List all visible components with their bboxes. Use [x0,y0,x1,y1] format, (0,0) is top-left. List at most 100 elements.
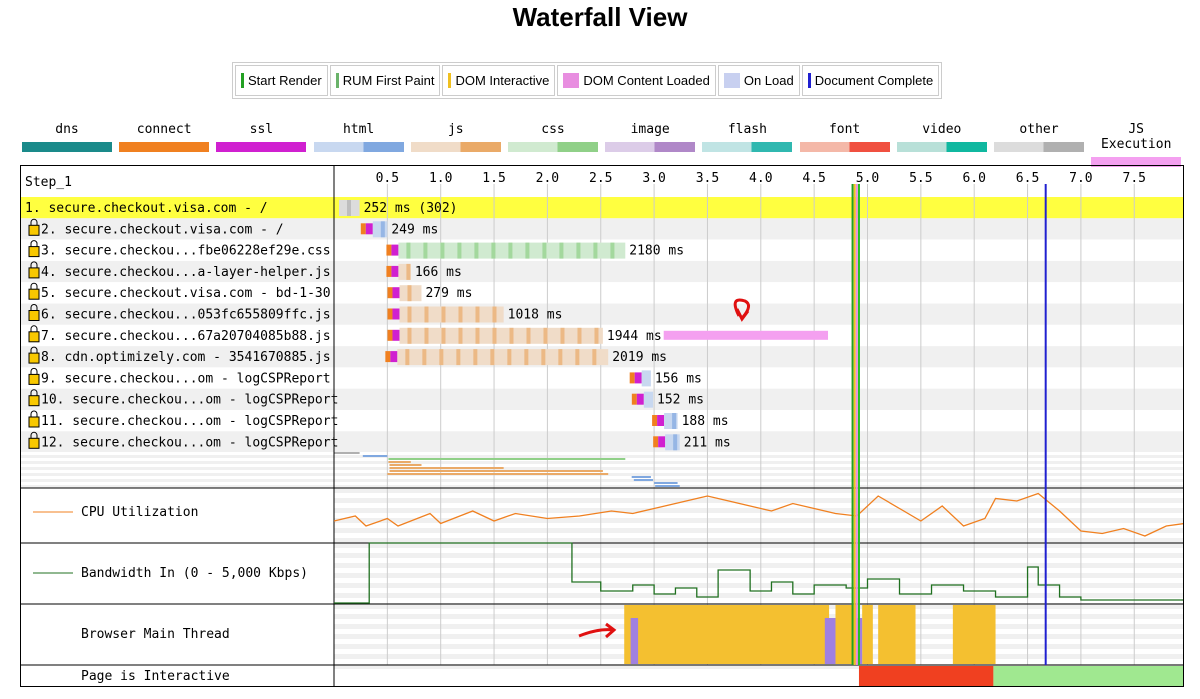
axis-tick-label: 5.0 [856,171,879,186]
request-time: 1944 ms [607,329,662,344]
download-chunk [407,285,412,302]
section-stripe [334,593,1183,598]
section-stripe [334,563,1183,568]
mini-request-bar [654,482,678,484]
lock-icon [28,331,40,343]
request-bar [643,391,654,408]
legend-swatch [807,73,811,88]
request-label: 2. secure.checkout.visa.com - / [41,222,284,237]
section-stripe [334,664,1183,669]
interactive-block [993,666,1183,686]
download-chunk [592,349,597,366]
type-ssl: ssl [216,122,307,152]
mini-row [21,476,1183,479]
type-label: js [447,122,464,137]
axis-tick-label: 2.5 [589,171,612,186]
legend-label: DOM Content Loaded [583,73,710,88]
legend-label: Document Complete [814,73,934,88]
legend-on-load: On Load [717,65,800,96]
download-chunk [508,242,513,259]
download-chunk [575,349,580,366]
lock-icon-shackle [30,346,38,354]
type-label: flash [727,122,767,137]
download-chunk [424,306,429,323]
lock-icon [28,246,40,258]
type-swatch [1091,157,1182,167]
request-time: 1018 ms [508,308,563,323]
lock-icon [28,288,40,300]
marker-legend: Start Render RUM First Paint DOM Interacti… [232,62,943,99]
request-time: 152 ms [657,393,704,408]
download-chunk [594,327,599,344]
download-chunk [406,263,411,280]
request-time: 166 ms [415,265,462,280]
type-label: font [828,122,861,137]
download-chunk [405,349,410,366]
bandwidth-line [334,542,1183,604]
type-flash: flash [702,122,793,152]
type-label: dns [55,122,79,137]
section-stripe [334,498,1183,503]
type-label: image [630,122,670,137]
legend-label: DOM Interactive [455,73,550,88]
connect-segment [629,372,635,384]
axis-tick-label: 2.0 [536,171,559,186]
request-time: 2180 ms [629,244,684,259]
type-font: font [799,122,890,152]
mini-row [21,455,1183,458]
type-html: html [313,122,404,152]
type-swatch [799,142,890,152]
type-swatch [313,142,404,152]
download-chunk [491,242,496,259]
download-chunk [347,200,351,216]
legend-label: Start Render [248,73,322,88]
lock-icon-shackle [30,240,38,247]
download-chunk [424,327,429,344]
section-stripe [334,583,1183,588]
type-swatch [896,142,987,152]
request-label: 7. secure.checkou...67a20704085b88.js [41,329,331,344]
mini-row [21,464,1183,467]
axis-tick-label: 6.0 [962,171,985,186]
legend-dom-content-loaded: DOM Content Loaded [557,65,716,96]
download-chunk [407,327,412,344]
download-chunk [526,327,531,344]
download-chunk [610,242,615,259]
download-chunk [559,242,564,259]
legend-swatch [723,73,740,88]
mini-request-bar [362,455,388,457]
request-label: 4. secure.checkou...a-layer-helper.js [41,265,331,280]
legend-dom-interactive: DOM Interactive [442,65,556,96]
section-stripe [334,538,1183,543]
legend-swatch [335,73,339,88]
main-thread-script [862,605,873,664]
request-time: 188 ms [682,414,729,429]
connect-segment [386,244,392,256]
type-swatch [216,142,307,152]
lock-icon [28,373,40,385]
mini-request-bar [389,467,504,469]
request-label: 10. secure.checkou...om - logCSPReport [41,393,338,408]
type-swatch [605,142,696,152]
download-chunk [492,327,497,344]
section-stripe [334,508,1183,513]
section-stripe [334,553,1183,558]
type-js: js [410,122,501,152]
legend-label: On Load [743,73,794,88]
download-chunk [673,434,678,451]
download-chunk [492,306,497,323]
js-execution-bar [663,330,829,340]
type-swatch [410,142,501,152]
connect-segment [386,265,392,277]
main-thread-script [878,605,916,664]
type-label: other [1019,122,1059,137]
download-chunk [558,349,563,366]
type-label: connect [136,122,192,137]
connect-segment [387,329,393,341]
download-chunk [576,242,581,259]
mini-request-bar [655,485,680,487]
connect-segment [387,308,393,320]
mini-row [21,485,1183,488]
request-time: 279 ms [425,286,472,301]
lock-icon-shackle [30,304,38,311]
